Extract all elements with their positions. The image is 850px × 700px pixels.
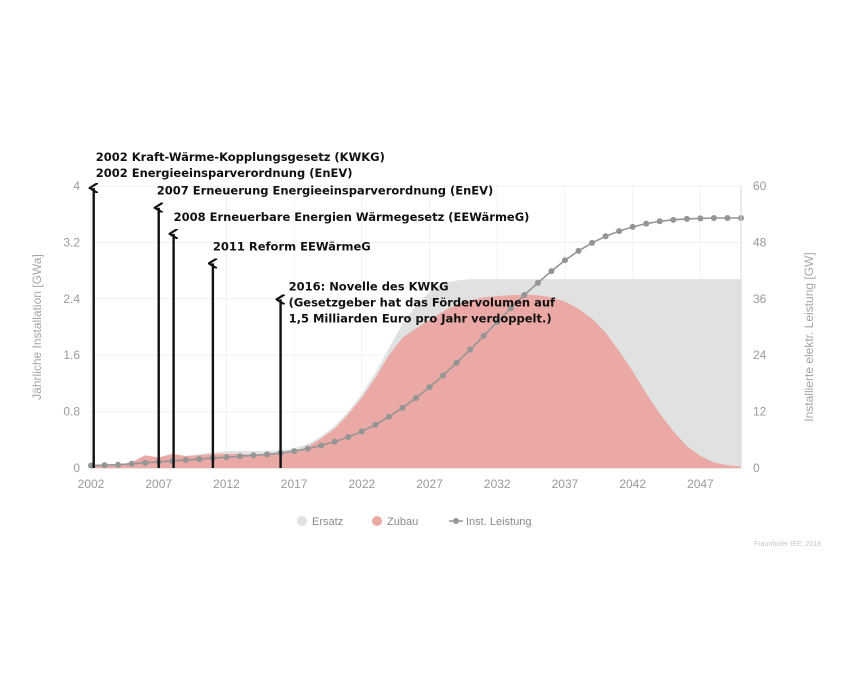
y-left-tick-label: 4 bbox=[73, 179, 80, 193]
point-inst-leistung bbox=[331, 438, 338, 445]
y-left-tick-label: 3.2 bbox=[63, 235, 80, 249]
point-inst-leistung bbox=[589, 239, 596, 246]
annotation-text: 2011 Reform EEWärmeG bbox=[213, 239, 371, 253]
point-inst-leistung bbox=[236, 453, 243, 460]
y-right-tick-label: 0 bbox=[753, 461, 760, 475]
point-inst-leistung bbox=[629, 223, 636, 230]
x-tick-label: 2012 bbox=[213, 477, 240, 491]
annotation-text: (Gesetzgeber hat das Fördervolumen auf bbox=[289, 295, 556, 309]
point-inst-leistung bbox=[196, 456, 203, 463]
line-series bbox=[88, 214, 744, 469]
point-inst-leistung bbox=[399, 404, 406, 411]
legend-label-zubau: Zubau bbox=[387, 516, 418, 528]
point-inst-leistung bbox=[385, 413, 392, 420]
x-tick-label: 2022 bbox=[348, 477, 375, 491]
point-inst-leistung bbox=[507, 305, 514, 312]
legend-swatch-inst-leistung-marker bbox=[453, 518, 459, 524]
y-left-tick-label: 1.6 bbox=[63, 348, 80, 362]
credit-text: Fraunhofer IEE, 2018 bbox=[754, 541, 821, 548]
point-inst-leistung bbox=[264, 451, 271, 458]
point-inst-leistung bbox=[683, 215, 690, 222]
y-right-tick-label: 48 bbox=[753, 235, 767, 249]
legend-label-ersatz: Ersatz bbox=[312, 516, 343, 528]
point-inst-leistung bbox=[413, 394, 419, 401]
point-inst-leistung bbox=[128, 460, 135, 467]
y-left-tick-label: 0.8 bbox=[63, 405, 80, 419]
x-tick-label: 2042 bbox=[619, 477, 646, 491]
annotation-text: 1,5 Milliarden Euro pro Jahr verdoppelt.… bbox=[289, 311, 552, 325]
annotation-text: 2008 Erneuerbare Energien Wärmegesetz (E… bbox=[174, 210, 530, 224]
point-inst-leistung bbox=[115, 461, 122, 468]
y-right-tick-label: 24 bbox=[753, 348, 767, 362]
y-right-tick-label: 12 bbox=[753, 405, 767, 419]
point-inst-leistung bbox=[670, 216, 677, 223]
point-inst-leistung bbox=[494, 318, 501, 325]
point-inst-leistung bbox=[345, 433, 352, 440]
point-inst-leistung bbox=[561, 257, 568, 264]
annotations: 2002 Kraft-Wärme-Kopplungsgesetz (KWKG) 2… bbox=[94, 150, 556, 468]
y-right-axis-title: Installierte elektr. Leistung [GW] bbox=[802, 252, 816, 421]
x-tick-label: 2002 bbox=[78, 477, 105, 491]
point-inst-leistung bbox=[250, 452, 257, 459]
area-zubau bbox=[91, 294, 741, 468]
legend-label-inst-leistung: Inst. Leistung bbox=[466, 516, 531, 528]
point-inst-leistung bbox=[142, 459, 149, 466]
legend: Ersatz Zubau Inst. Leistung bbox=[297, 516, 531, 528]
point-inst-leistung bbox=[534, 279, 541, 286]
point-inst-leistung bbox=[182, 457, 189, 464]
area-series bbox=[91, 279, 741, 468]
x-tick-label: 2027 bbox=[416, 477, 443, 491]
y-right-tick-label: 60 bbox=[753, 179, 767, 193]
annotation-text: 2002 Energieeinsparverordnung (EnEV) bbox=[96, 166, 353, 180]
point-inst-leistung bbox=[548, 268, 555, 275]
point-inst-leistung bbox=[358, 428, 365, 435]
x-tick-label: 2032 bbox=[484, 477, 511, 491]
point-inst-leistung bbox=[575, 247, 582, 254]
point-inst-leistung bbox=[467, 346, 474, 353]
point-inst-leistung bbox=[101, 462, 108, 469]
annotation-text: 2002 Kraft-Wärme-Kopplungsgesetz (KWKG) bbox=[96, 150, 385, 164]
point-inst-leistung bbox=[440, 372, 447, 379]
point-inst-leistung bbox=[480, 332, 487, 339]
point-inst-leistung bbox=[710, 214, 717, 221]
y-left-tick-label: 2.4 bbox=[63, 292, 80, 306]
point-inst-leistung bbox=[521, 292, 528, 299]
x-tick-label: 2007 bbox=[145, 477, 172, 491]
point-inst-leistung bbox=[656, 218, 663, 225]
point-inst-leistung bbox=[697, 215, 704, 222]
point-inst-leistung bbox=[616, 228, 623, 235]
point-inst-leistung bbox=[724, 214, 731, 221]
y-right-tick-label: 36 bbox=[753, 292, 767, 306]
point-inst-leistung bbox=[372, 421, 379, 428]
point-inst-leistung bbox=[223, 454, 230, 461]
point-inst-leistung bbox=[88, 462, 94, 469]
annotation-text: 2016: Novelle des KWKG bbox=[289, 279, 449, 293]
x-tick-label: 2017 bbox=[281, 477, 308, 491]
y-left-axis-title: Jährliche Installation [GWa] bbox=[30, 254, 44, 400]
point-inst-leistung bbox=[602, 233, 609, 240]
x-tick-label: 2047 bbox=[687, 477, 714, 491]
point-inst-leistung bbox=[426, 384, 433, 391]
legend-swatch-ersatz bbox=[297, 516, 307, 526]
annotation-text: 2007 Erneuerung Energieeinsparverordnung… bbox=[157, 184, 494, 198]
point-inst-leistung bbox=[318, 442, 325, 449]
y-left-tick-label: 0 bbox=[73, 461, 80, 475]
axes: 0 0.8 1.6 2.4 3.2 4 0 12 24 36 48 60 2002 2007 2012 201… bbox=[30, 179, 816, 491]
point-inst-leistung bbox=[291, 448, 298, 455]
point-inst-leistung bbox=[453, 359, 460, 366]
x-tick-label: 2037 bbox=[552, 477, 579, 491]
point-inst-leistung bbox=[643, 220, 650, 227]
legend-swatch-zubau bbox=[372, 516, 382, 526]
point-inst-leistung bbox=[304, 445, 311, 452]
